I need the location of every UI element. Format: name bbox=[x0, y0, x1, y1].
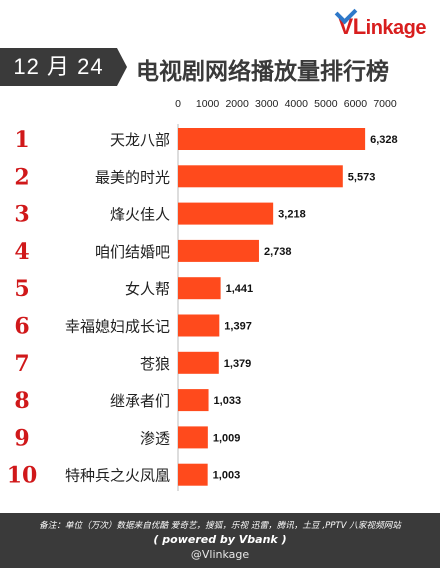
rank-number: 6 bbox=[14, 314, 29, 340]
category-label: 咱们结婚吧 bbox=[95, 243, 170, 261]
category-label: 特种兵之火凤凰 bbox=[65, 467, 170, 485]
x-tick-label: 4000 bbox=[285, 98, 309, 110]
rank-number: 10 bbox=[7, 463, 38, 489]
rank-number: 9 bbox=[14, 425, 29, 451]
category-label: 烽火佳人 bbox=[110, 206, 170, 224]
x-tick-label: 5000 bbox=[314, 98, 338, 110]
logo-text-rest: inkage bbox=[365, 17, 427, 39]
date-badge: 12 月 24 日 bbox=[0, 48, 127, 117]
x-tick-label: 3000 bbox=[255, 98, 279, 110]
category-label: 苍狼 bbox=[140, 355, 170, 373]
vlinkage-logo: VLinkage bbox=[334, 1, 427, 40]
x-tick-label: 2000 bbox=[225, 98, 249, 110]
value-label: 1,009 bbox=[213, 432, 241, 444]
value-label: 1,033 bbox=[214, 395, 242, 407]
value-label: 1,441 bbox=[226, 283, 254, 295]
rank-number: 2 bbox=[14, 164, 29, 190]
value-label: 2,738 bbox=[264, 246, 292, 258]
footer-handle: @Vlinkage bbox=[190, 548, 250, 561]
chart-title: 电视剧网络播放量排行榜 bbox=[136, 59, 389, 85]
rank-number: 8 bbox=[14, 388, 29, 414]
rank-number: 4 bbox=[14, 239, 29, 265]
bar bbox=[178, 463, 208, 486]
value-label: 1,379 bbox=[224, 358, 252, 370]
rank-number: 3 bbox=[14, 202, 29, 228]
category-label: 继承者们 bbox=[110, 392, 170, 410]
category-label: 渗透 bbox=[140, 429, 170, 447]
x-tick-label: 1000 bbox=[196, 98, 220, 110]
bar bbox=[178, 351, 219, 374]
bar bbox=[178, 165, 343, 188]
bar bbox=[178, 314, 220, 337]
rank-number: 7 bbox=[14, 351, 29, 377]
bar bbox=[178, 389, 209, 412]
bar bbox=[178, 277, 221, 300]
x-tick-label: 7000 bbox=[373, 98, 397, 110]
category-label: 女人帮 bbox=[125, 280, 170, 298]
logo-text-v: VL bbox=[338, 14, 367, 39]
bar bbox=[178, 239, 259, 262]
ranking-bar-chart: 0 1000 2000 3000 4000 5000 6000 7000 1 天龙八部 6,328 2… bbox=[7, 98, 398, 491]
bar bbox=[178, 426, 208, 449]
x-tick-label: 0 bbox=[175, 98, 181, 110]
category-label: 天龙八部 bbox=[110, 131, 170, 149]
rank-number: 5 bbox=[14, 276, 29, 302]
category-label: 幸福媳妇成长记 bbox=[65, 318, 170, 336]
footer: 备注：单位（万次）数据来自优酷 爱奇艺，搜狐，乐视 迅雷，腾讯，土豆 ,PPTV… bbox=[0, 513, 440, 568]
bar bbox=[178, 202, 274, 225]
value-label: 5,573 bbox=[348, 171, 376, 183]
x-tick-label: 6000 bbox=[344, 98, 368, 110]
value-label: 1,397 bbox=[224, 321, 252, 333]
value-label: 3,218 bbox=[278, 209, 306, 221]
rank-number: 1 bbox=[14, 127, 29, 153]
bar bbox=[178, 128, 366, 150]
value-label: 6,328 bbox=[370, 134, 398, 146]
value-label: 1,003 bbox=[213, 470, 241, 482]
footer-powered: ( powered by Vbank ) bbox=[153, 533, 287, 546]
footer-note: 备注：单位（万次）数据来自优酷 爱奇艺，搜狐，乐视 迅雷，腾讯，土豆 ,PPTV… bbox=[39, 521, 401, 531]
category-label: 最美的时光 bbox=[95, 168, 170, 186]
